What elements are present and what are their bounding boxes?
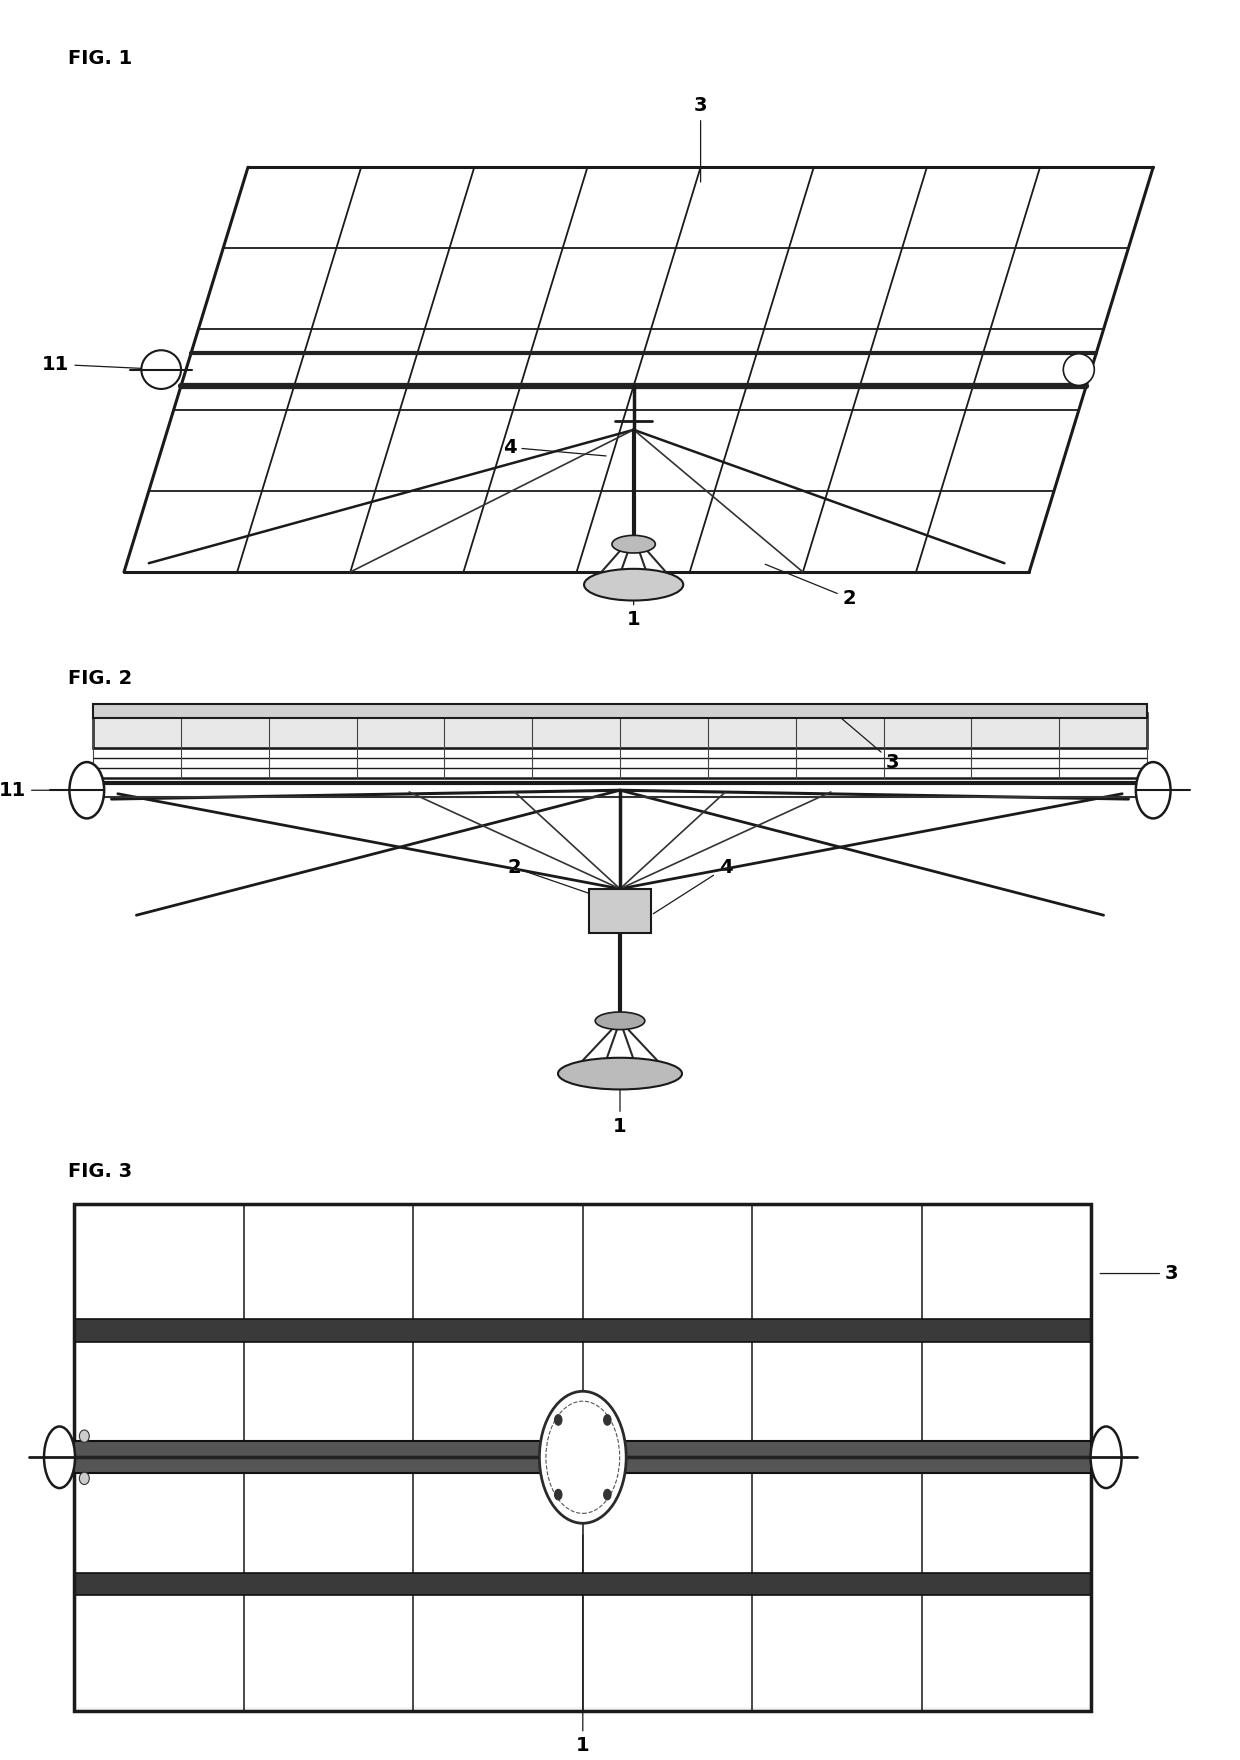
Bar: [589, 889, 651, 933]
Ellipse shape: [69, 762, 104, 818]
Ellipse shape: [604, 1415, 611, 1426]
Bar: [74, 1320, 1091, 1341]
Text: 1: 1: [614, 1086, 626, 1135]
Ellipse shape: [595, 1012, 645, 1030]
Ellipse shape: [554, 1415, 562, 1426]
Bar: [93, 713, 1147, 748]
Text: 1: 1: [577, 1535, 589, 1755]
Text: 2: 2: [508, 859, 599, 896]
Text: 3: 3: [694, 97, 707, 181]
Bar: [74, 1573, 1091, 1595]
Ellipse shape: [1091, 1426, 1121, 1487]
Ellipse shape: [604, 1489, 611, 1500]
Ellipse shape: [539, 1390, 626, 1522]
Bar: [74, 1441, 1091, 1473]
Ellipse shape: [611, 535, 655, 553]
Text: 1: 1: [627, 577, 640, 630]
Ellipse shape: [45, 1426, 76, 1487]
Bar: [77, 1207, 1089, 1707]
Ellipse shape: [1136, 762, 1171, 818]
Ellipse shape: [141, 350, 181, 389]
Text: FIG. 1: FIG. 1: [68, 49, 133, 69]
Text: 4: 4: [653, 859, 732, 913]
Bar: [74, 1204, 1091, 1711]
Ellipse shape: [558, 1058, 682, 1089]
Text: 3: 3: [833, 711, 899, 771]
Text: FIG. 2: FIG. 2: [68, 669, 133, 688]
Text: 11: 11: [42, 356, 165, 373]
Text: 3: 3: [1100, 1264, 1178, 1283]
Ellipse shape: [584, 568, 683, 600]
Text: 11: 11: [0, 781, 84, 799]
Ellipse shape: [1063, 354, 1094, 385]
Text: 4: 4: [503, 438, 606, 458]
Ellipse shape: [79, 1471, 89, 1485]
Bar: [74, 1445, 1091, 1468]
Bar: [93, 704, 1147, 718]
Ellipse shape: [554, 1489, 562, 1500]
Bar: [74, 1204, 1091, 1711]
Text: 2: 2: [765, 565, 856, 607]
Ellipse shape: [79, 1429, 89, 1443]
Text: FIG. 3: FIG. 3: [68, 1162, 133, 1181]
